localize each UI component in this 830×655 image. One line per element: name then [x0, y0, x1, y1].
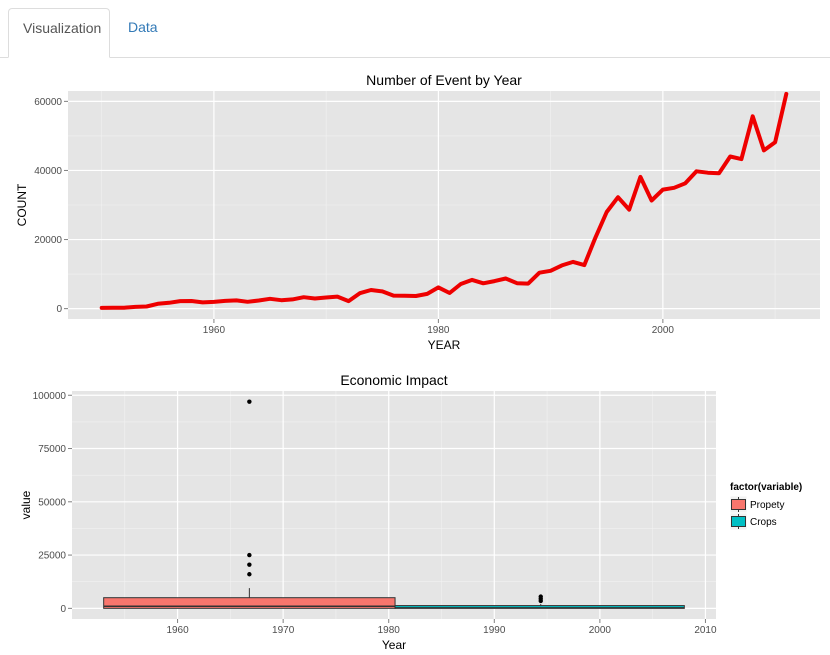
economic-chart-y-tick-label: 0 — [60, 604, 66, 615]
events-chart-y-tick-label: 20000 — [34, 235, 62, 246]
propety-outlier-point — [247, 562, 252, 567]
events-chart-x-tick-label: 2000 — [652, 325, 675, 336]
events-chart-y-tick-label: 60000 — [34, 97, 62, 108]
economic-chart-x-axis-label: Year — [382, 638, 406, 652]
events-chart-y-axis-label: COUNT — [15, 183, 29, 226]
legend-title: factor(variable) — [730, 482, 802, 493]
propety-outlier-point — [247, 552, 252, 558]
crops-outlier-point — [538, 594, 543, 599]
events-chart-y-tick-label: 0 — [56, 304, 62, 315]
economic-chart-x-tick-label: 1990 — [483, 625, 506, 636]
economic-chart-x-tick-label: 1980 — [378, 625, 401, 636]
propety-outlier-point — [247, 399, 252, 404]
legend-label-propety: Propety — [750, 500, 784, 511]
economic-chart-x-tick-label: 1970 — [272, 625, 295, 636]
economic-chart-x-tick-label: 1960 — [166, 625, 189, 636]
economic-chart-x-tick-label: 2010 — [694, 625, 717, 636]
legend-key-propety — [731, 499, 746, 510]
economic-chart-y-tick-label: 75000 — [38, 444, 66, 455]
economic-chart-y-tick-label: 25000 — [38, 551, 66, 562]
events-chart-y-tick-label: 40000 — [34, 166, 62, 177]
events-chart-x-tick-label: 1980 — [427, 325, 450, 336]
tab-bar-divider — [0, 57, 830, 58]
economic-chart-y-axis-label: value — [19, 490, 33, 519]
legend-label-crops: Crops — [750, 517, 777, 528]
tab-data[interactable]: Data — [128, 19, 158, 35]
events-count-line — [99, 91, 789, 310]
events-chart-title: Number of Event by Year — [366, 72, 522, 88]
legend-key-crops — [731, 516, 746, 527]
economic-chart-title: Economic Impact — [340, 372, 447, 388]
events-chart-x-axis-label: YEAR — [428, 338, 461, 352]
propety-outlier-point — [247, 572, 252, 577]
tab-visualization[interactable]: Visualization — [8, 8, 110, 58]
economic-chart-panel — [72, 391, 716, 619]
events-chart-x-tick-label: 1960 — [203, 325, 226, 336]
propety-box — [103, 597, 396, 609]
economic-chart-x-tick-label: 2000 — [589, 625, 612, 636]
economic-chart-y-tick-label: 50000 — [38, 497, 66, 508]
economic-chart-y-tick-label: 100000 — [33, 391, 67, 402]
tab-bar: Visualization Data — [0, 0, 830, 58]
